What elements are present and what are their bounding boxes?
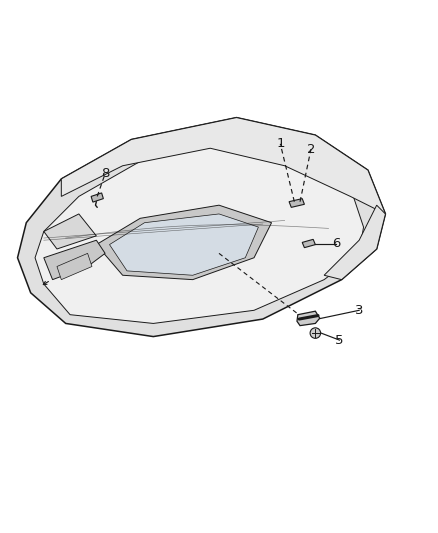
- Text: 1: 1: [276, 138, 285, 150]
- Polygon shape: [324, 205, 385, 280]
- Circle shape: [310, 328, 321, 338]
- Polygon shape: [110, 214, 258, 275]
- Polygon shape: [289, 199, 304, 207]
- Polygon shape: [57, 253, 92, 280]
- Polygon shape: [91, 193, 103, 202]
- Polygon shape: [297, 311, 320, 326]
- Polygon shape: [18, 118, 385, 336]
- Text: 8: 8: [101, 167, 110, 180]
- Text: 6: 6: [332, 237, 341, 250]
- Polygon shape: [61, 118, 385, 214]
- Polygon shape: [96, 205, 272, 280]
- Polygon shape: [44, 214, 96, 249]
- Text: 3: 3: [355, 304, 364, 317]
- Text: 2: 2: [307, 143, 315, 156]
- Polygon shape: [35, 140, 364, 324]
- Polygon shape: [44, 240, 105, 280]
- Polygon shape: [302, 239, 315, 248]
- Text: 5: 5: [335, 334, 344, 346]
